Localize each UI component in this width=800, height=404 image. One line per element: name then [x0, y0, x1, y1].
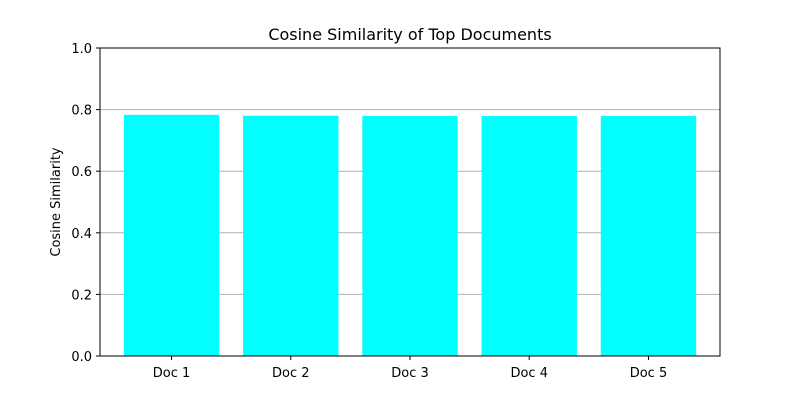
- y-tick-label: 0.0: [71, 350, 92, 365]
- x-tick-label: Doc 1: [153, 366, 191, 381]
- x-tick-label: Doc 4: [510, 366, 548, 381]
- x-tick-label: Doc 2: [272, 366, 310, 381]
- y-tick-label: 0.2: [71, 288, 92, 303]
- x-tick-label: Doc 3: [391, 366, 429, 381]
- bar: [481, 116, 577, 357]
- bar: [123, 114, 220, 356]
- chart-title: Cosine Similarity of Top Documents: [268, 25, 551, 44]
- y-tick-label: 0.4: [71, 227, 92, 242]
- y-axis-title: Cosine Similarity: [49, 147, 64, 257]
- bar: [600, 116, 697, 357]
- y-tick-label: 1.0: [71, 42, 92, 57]
- bars: [123, 114, 697, 357]
- bar: [362, 116, 458, 357]
- y-axis-ticks: 0.0 0.2 0.4 0.6 0.8 1.0: [71, 42, 100, 365]
- y-tick-label: 0.8: [71, 104, 92, 119]
- y-tick-label: 0.6: [71, 165, 92, 180]
- x-tick-label: Doc 5: [630, 366, 668, 381]
- x-axis-ticks: Doc 1 Doc 2 Doc 3 Doc 4 Doc 5: [153, 356, 667, 381]
- bar: [243, 115, 339, 356]
